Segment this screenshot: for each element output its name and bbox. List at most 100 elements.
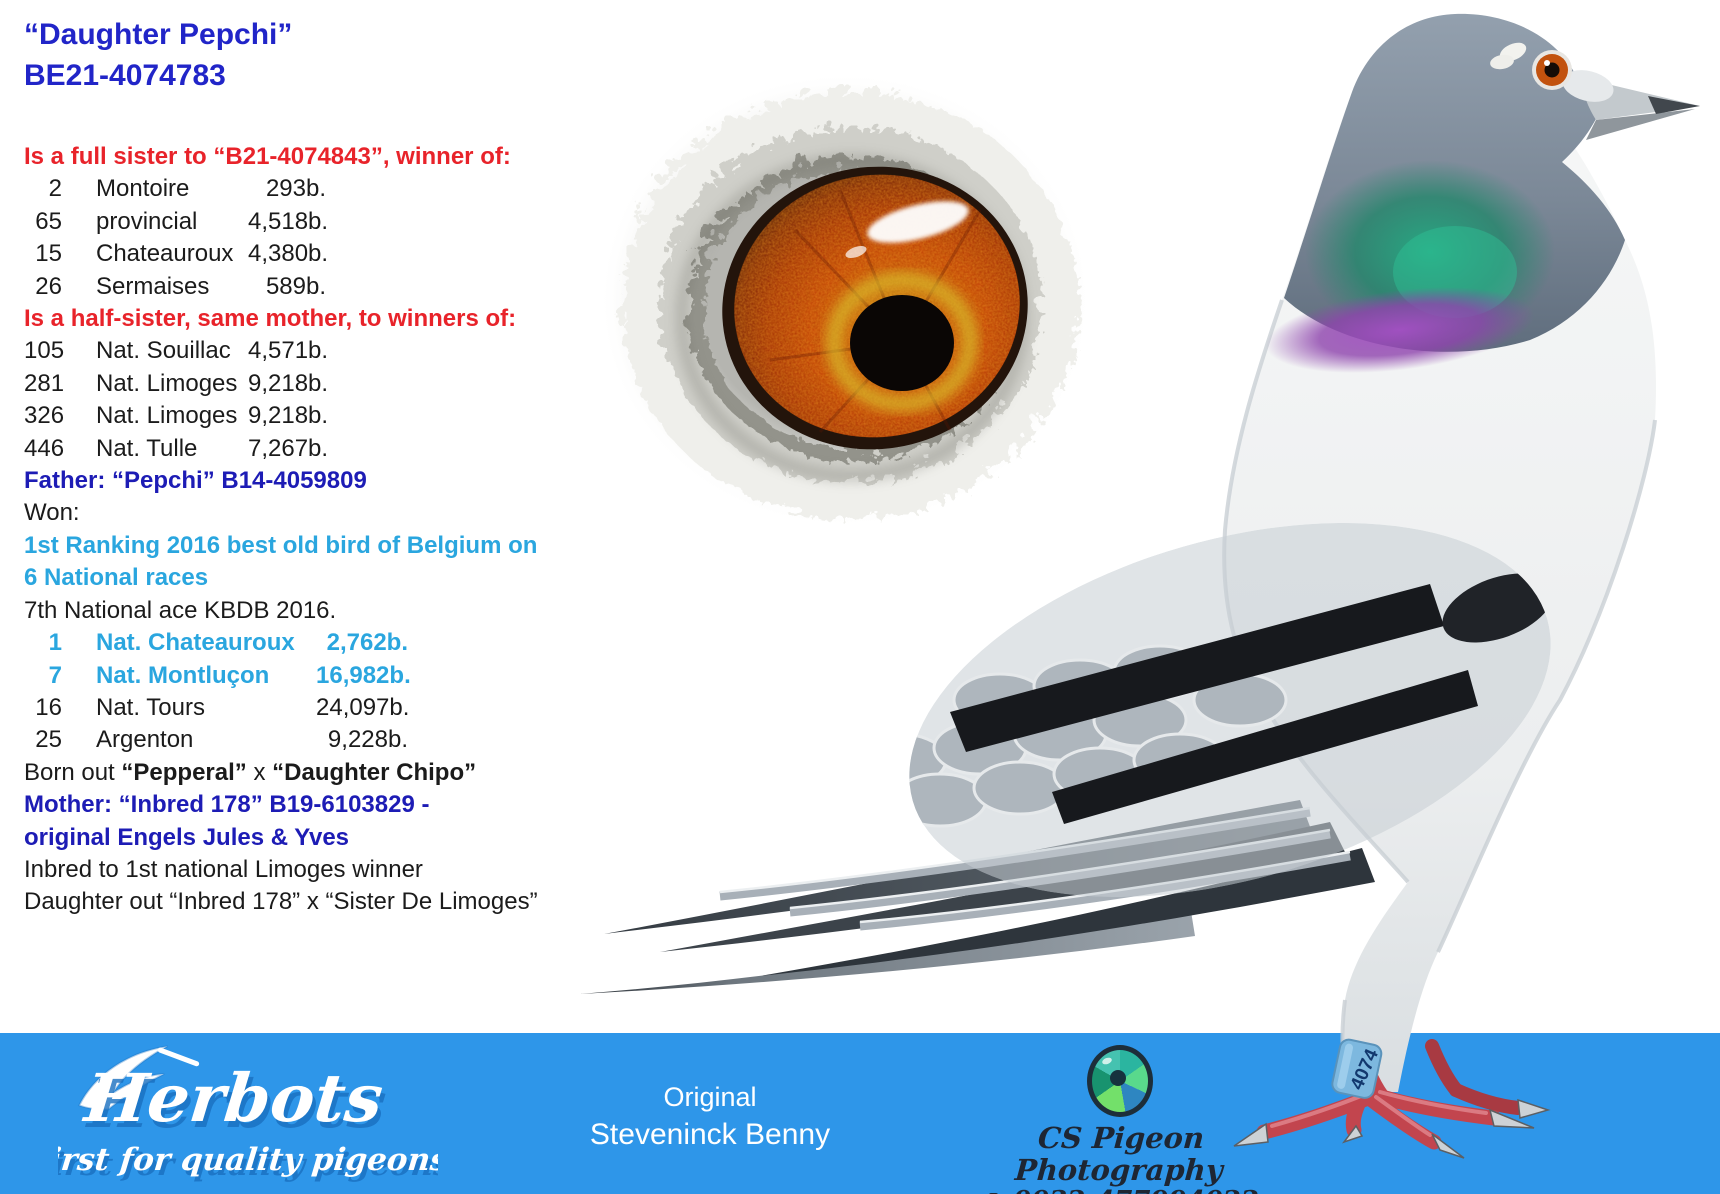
wing-shield (865, 522, 1554, 898)
result-birds: 9,218b. (248, 369, 329, 397)
bird-title: “Daughter Pepchi” BE21-4074783 (24, 14, 292, 96)
result-row: 16 Nat. Tours 24,097b. (24, 692, 529, 724)
result-race: Nat. Limoges (96, 369, 238, 397)
result-birds: 293b. (265, 175, 326, 203)
result-place: 16 (35, 693, 62, 721)
wing-black-bar-1 (950, 584, 1444, 752)
eye-iris (722, 166, 1028, 450)
bird-name: “Daughter Pepchi” (24, 18, 293, 51)
born-out-line: Born out “Pepperal” x “Daughter Chipo” (24, 757, 529, 789)
wing-secondary-feathers (719, 807, 1351, 931)
result-race: Nat. Tulle (96, 434, 198, 462)
born-out-x: x (246, 758, 273, 786)
result-birds: 4,518b. (248, 207, 329, 235)
eye-cere-ring (599, 72, 1090, 528)
result-row: 65 provincial 4,518b. (24, 206, 529, 238)
body-contours (1222, 299, 1657, 1093)
result-race: Argenton (96, 726, 194, 754)
result-race: Sermaises (96, 272, 210, 300)
result-row: 25 Argenton 9,228b. (24, 724, 529, 756)
neck-purple-band (1265, 287, 1535, 373)
owner-line-1: Original (663, 1082, 757, 1112)
result-race: Chateauroux (96, 240, 234, 268)
result-place: 1 (48, 629, 62, 657)
result-birds: 4,380b. (248, 240, 329, 268)
pigeon-head (1265, 13, 1700, 373)
eye-pupil (850, 295, 954, 391)
pigeon-eye (1490, 42, 1572, 90)
pigeon-body (1224, 13, 1700, 1092)
owner-credit: Original Steveninck Benny (555, 1079, 865, 1155)
iris-yellow-ring (826, 272, 978, 412)
result-birds: 16,982b. (316, 661, 411, 689)
iris-striations (769, 189, 982, 434)
mother-note-2: Daughter out “Inbred 178” x “Sister De L… (24, 888, 538, 916)
result-row: 281 Nat. Limoges 9,218b. (24, 368, 529, 400)
wing-covert-scallops (865, 644, 1288, 828)
half-sister-header: Is a half-sister, same mother, to winner… (24, 305, 517, 333)
result-row: 26 Sermaises 589b. (24, 271, 529, 303)
mother-line-1: Mother: “Inbred 178” B19-6103829 - (24, 791, 430, 819)
result-race: Montoire (96, 175, 190, 203)
result-place: 2 (48, 175, 62, 203)
result-birds: 9,218b. (248, 402, 329, 430)
neck-green-iridescence (1305, 160, 1555, 344)
father-line: Father: “Pepchi” B14-4059809 (24, 467, 367, 495)
result-place: 326 (24, 402, 65, 430)
result-row: 2 Montoire 293b. (24, 173, 529, 205)
result-row: 15 Chateauroux 4,380b. (24, 238, 529, 270)
result-row: 446 Nat. Tulle 7,267b. (24, 433, 529, 465)
result-birds: 2,762b. (326, 629, 408, 657)
result-place: 446 (24, 434, 65, 462)
full-sister-header: Is a full sister to “B21-4074843”, winne… (24, 143, 511, 170)
result-place: 7 (48, 661, 62, 689)
photographer-credit: CS Pigeon Photography 0032-477994022 (955, 1045, 1285, 1194)
eye-highlight (867, 201, 969, 243)
mother-note-1: Inbred to 1st national Limoges winner (24, 855, 423, 883)
aperture-logo-icon (1087, 1045, 1153, 1117)
result-birds: 9,228b. (327, 726, 408, 754)
won-label: Won: (24, 499, 80, 527)
result-place: 65 (35, 207, 62, 235)
brand-shadow: Herbots (83, 1065, 390, 1143)
result-row: 1 Nat. Chateauroux 2,762b. (24, 627, 529, 659)
footer-banner: Herbots Herbots First for quality pigeon… (0, 1033, 1720, 1194)
result-place: 15 (35, 240, 62, 268)
pigeon-eye-photo (599, 72, 1090, 528)
beak-cere (1562, 70, 1614, 102)
tagline-text: First for quality pigeons (58, 1142, 438, 1178)
photographer-name: CS Pigeon Photography (1013, 1121, 1224, 1187)
result-birds: 7,267b. (248, 434, 329, 462)
wing-dark-patch (1442, 573, 1554, 643)
result-race: Nat. Tours (96, 693, 205, 721)
bird-ring-number: BE21-4074783 (24, 59, 226, 92)
mother-line-2: original Engels Jules & Yves (24, 823, 350, 851)
result-birds: 589b. (265, 272, 326, 300)
result-place: 281 (24, 369, 65, 397)
tagline-shadow: First for quality pigeons (58, 1147, 438, 1183)
result-race: Nat. Limoges (96, 402, 238, 430)
result-race: provincial (96, 207, 198, 235)
father-highlight-2: 6 National races (24, 564, 209, 592)
born-out-dam: “Daughter Chipo” (272, 758, 477, 786)
wing-black-bar-2 (1052, 670, 1478, 824)
father-highlight-1: 1st Ranking 2016 best old bird of Belgiu… (24, 531, 538, 559)
owner-line-2: Steveninck Benny (589, 1118, 831, 1151)
feather-icon (77, 1045, 200, 1111)
born-out-prefix: Born out (24, 758, 122, 786)
pedigree-lines: Is a full sister to “B21-4074843”, winne… (24, 141, 538, 919)
result-race: Nat. Chateauroux (96, 629, 295, 657)
result-place: 105 (24, 337, 65, 365)
photographer-phone-line: 0032-477994022 (955, 1186, 1285, 1194)
father-note: 7th National ace KBDB 2016. (24, 596, 337, 624)
born-out-sire: “Pepperal” (121, 758, 247, 786)
photographer-phone: 0032-477994022 (1013, 1186, 1259, 1194)
result-birds: 4,571b. (248, 337, 329, 365)
brand-text: Herbots (79, 1059, 386, 1137)
result-birds: 24,097b. (316, 693, 410, 721)
herbots-logo: Herbots Herbots First for quality pigeon… (58, 1045, 438, 1183)
result-row: 326 Nat. Limoges 9,218b. (24, 400, 529, 432)
result-row: 105 Nat. Souillac 4,571b. (24, 335, 529, 367)
neck-teal-core (1393, 226, 1517, 318)
